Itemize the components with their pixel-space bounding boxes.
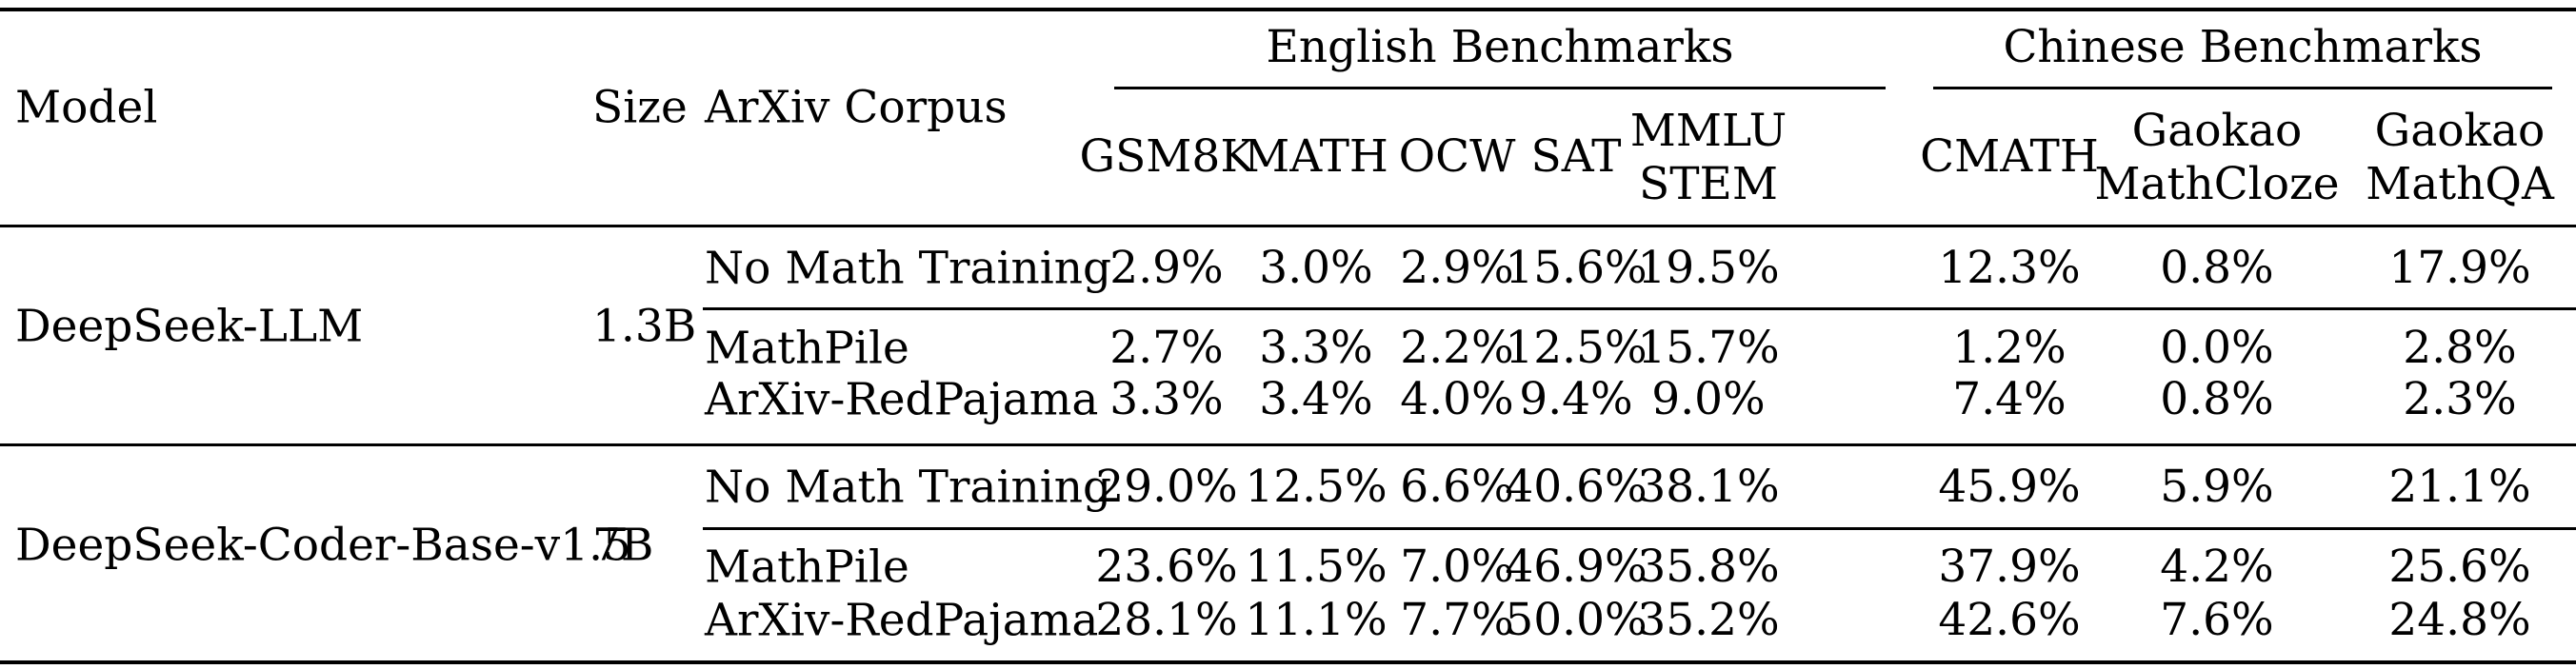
header-group-chinese: Chinese Benchmarks xyxy=(2003,21,2483,73)
column-header-sat: SAT xyxy=(1530,130,1622,183)
row-corpus-label: MathPile xyxy=(705,322,909,375)
table-cell: 29.0% xyxy=(1095,461,1238,513)
column-header-line2: MathQA xyxy=(2366,158,2554,210)
table-cell: 11.1% xyxy=(1245,594,1388,646)
header-model: Model xyxy=(15,81,158,134)
header-bottom-rule xyxy=(0,225,2576,227)
table-cell: 5.9% xyxy=(2160,461,2274,513)
column-header-line2: MathCloze xyxy=(2094,158,2340,210)
table-cell: 4.0% xyxy=(1400,373,1514,425)
table-cell: 23.6% xyxy=(1095,541,1238,593)
column-header-gsm8k: GSM8K xyxy=(1079,130,1254,183)
row-corpus-label: No Math Training xyxy=(705,461,1112,514)
table-cell: 2.3% xyxy=(2403,373,2517,425)
table-cell: 42.6% xyxy=(1938,594,2081,646)
table-cell: 3.4% xyxy=(1259,373,1373,425)
bottom-rule xyxy=(0,660,2576,664)
header-size: Size xyxy=(592,81,688,134)
group1-sub-rule xyxy=(703,307,2576,310)
header-group-english: English Benchmarks xyxy=(1266,21,1734,73)
table-cell: 15.6% xyxy=(1505,242,1647,294)
column-header-cmath: CMATH xyxy=(1920,130,2099,183)
table-cell: 24.8% xyxy=(2388,594,2531,646)
table-cell: 2.2% xyxy=(1400,322,1514,374)
table-cell: 9.4% xyxy=(1519,373,1633,425)
table-cell: 21.1% xyxy=(2388,461,2531,513)
table-cell: 40.6% xyxy=(1505,461,1647,513)
row-corpus-label: No Math Training xyxy=(705,242,1112,295)
column-header-mmlu-stem: MMLU STEM xyxy=(1630,105,1787,211)
group-size-deepseek-coder: 7B xyxy=(592,519,654,572)
table-cell: 12.3% xyxy=(1938,242,2081,294)
column-header-line1: Gaokao xyxy=(2131,105,2303,157)
row-corpus-label: ArXiv-RedPajama xyxy=(705,373,1099,426)
column-header-ocw: OCW xyxy=(1398,130,1516,183)
table-cell: 3.3% xyxy=(1109,373,1224,425)
table-cell: 7.4% xyxy=(1952,373,2067,425)
table-cell: 3.3% xyxy=(1259,322,1373,374)
table-cell: 11.5% xyxy=(1245,541,1388,593)
table-cell: 50.0% xyxy=(1505,594,1647,646)
table-cell: 46.9% xyxy=(1505,541,1647,593)
group-size-deepseek-llm: 1.3B xyxy=(592,300,697,353)
table-cell: 17.9% xyxy=(2388,242,2531,294)
top-rule xyxy=(0,8,2576,11)
table-cell: 1.2% xyxy=(1952,322,2067,374)
row-corpus-label: ArXiv-RedPajama xyxy=(705,594,1099,647)
table-cell: 35.2% xyxy=(1637,594,1780,646)
table-cell: 0.8% xyxy=(2160,242,2274,294)
table-cell: 28.1% xyxy=(1095,594,1238,646)
table-cell: 7.7% xyxy=(1400,594,1514,646)
table-cell: 2.8% xyxy=(2403,322,2517,374)
table-cell: 12.5% xyxy=(1245,461,1388,513)
table-cell: 7.6% xyxy=(2160,594,2274,646)
table-cell: 3.0% xyxy=(1259,242,1373,294)
table-cell: 35.8% xyxy=(1637,541,1780,593)
row-corpus-label: MathPile xyxy=(705,541,909,594)
table-cell: 38.1% xyxy=(1637,461,1780,513)
chinese-group-rule xyxy=(1933,87,2552,89)
header-corpus: ArXiv Corpus xyxy=(705,81,1008,134)
table-cell: 25.6% xyxy=(2388,541,2531,593)
table-cell: 0.0% xyxy=(2160,322,2274,374)
table-cell: 15.7% xyxy=(1637,322,1780,374)
table-cell: 2.9% xyxy=(1109,242,1224,294)
column-header-gaokao-mathqa: Gaokao MathQA xyxy=(2366,105,2554,211)
group-model-deepseek-llm: DeepSeek-LLM xyxy=(15,300,364,353)
table-cell: 7.0% xyxy=(1400,541,1514,593)
column-header-line1: MMLU xyxy=(1629,105,1787,157)
table-cell: 2.7% xyxy=(1109,322,1224,374)
column-header-math: MATH xyxy=(1244,130,1388,183)
english-group-rule xyxy=(1114,87,1886,89)
table-cell: 6.6% xyxy=(1400,461,1514,513)
table-cell: 19.5% xyxy=(1637,242,1780,294)
table-cell: 12.5% xyxy=(1505,322,1647,374)
column-header-line2: STEM xyxy=(1639,158,1778,210)
table-cell: 2.9% xyxy=(1400,242,1514,294)
table-cell: 37.9% xyxy=(1938,541,2081,593)
group2-sub-rule xyxy=(703,527,2576,530)
column-header-line1: Gaokao xyxy=(2374,105,2546,157)
column-header-gaokao-mathcloze: Gaokao MathCloze xyxy=(2094,105,2339,211)
table-cell: 0.8% xyxy=(2160,373,2274,425)
table-cell: 4.2% xyxy=(2160,541,2274,593)
table-cell: 9.0% xyxy=(1651,373,1766,425)
group-model-deepseek-coder: DeepSeek-Coder-Base-v1.5 xyxy=(15,519,631,572)
table-cell: 45.9% xyxy=(1938,461,2081,513)
group-separator-rule xyxy=(0,443,2576,446)
